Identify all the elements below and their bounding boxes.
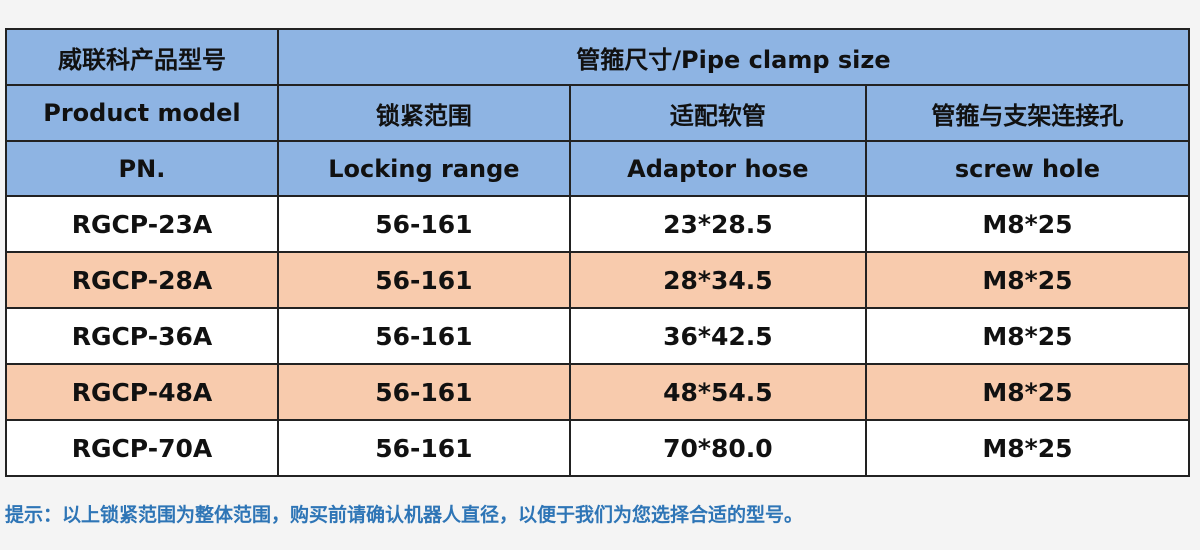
header-locking-range-cn: 锁紧范围 [276,84,571,142]
header-locking-range: Locking range [276,140,571,197]
header-screw-hole-cn: 管箍与支架连接孔 [864,84,1191,142]
cell-locking-range: 56-161 [276,419,571,477]
cell-adaptor-hose: 36*42.5 [568,307,867,365]
cell-pn: RGCP-48A [5,363,279,421]
header-adaptor-hose-cn: 适配软管 [568,84,867,142]
table-row: RGCP-48A 56-161 48*54.5 M8*25 [5,363,1191,421]
cell-locking-range: 56-161 [276,307,571,365]
footnote-tip: 提示：以上锁紧范围为整体范围，购买前请确认机器人直径，以便于我们为您选择合适的型… [5,504,804,526]
header-row-en: PN. Locking range Adaptor hose screw hol… [5,140,1191,197]
cell-pn: RGCP-28A [5,251,279,309]
cell-pn: RGCP-23A [5,195,279,253]
cell-adaptor-hose: 70*80.0 [568,419,867,477]
header-pn: PN. [5,140,279,197]
cell-screw-hole: M8*25 [864,251,1191,309]
cell-pn: RGCP-36A [5,307,279,365]
table-row: RGCP-36A 56-161 36*42.5 M8*25 [5,307,1191,365]
cell-screw-hole: M8*25 [864,419,1191,477]
header-product-model: Product model [5,84,279,142]
cell-locking-range: 56-161 [276,195,571,253]
header-pipe-clamp-size: 管箍尺寸/Pipe clamp size [276,28,1191,86]
header-screw-hole: screw hole [864,140,1191,197]
pipe-clamp-spec-table: 威联科产品型号 管箍尺寸/Pipe clamp size Product mod… [5,28,1191,477]
cell-adaptor-hose: 23*28.5 [568,195,867,253]
cell-locking-range: 56-161 [276,363,571,421]
table-row: RGCP-23A 56-161 23*28.5 M8*25 [5,195,1191,253]
table-row: RGCP-28A 56-161 28*34.5 M8*25 [5,251,1191,309]
header-model-cn: 威联科产品型号 [5,28,279,86]
cell-screw-hole: M8*25 [864,195,1191,253]
cell-screw-hole: M8*25 [864,363,1191,421]
header-row-title: 威联科产品型号 管箍尺寸/Pipe clamp size [5,28,1191,86]
table-row: RGCP-70A 56-161 70*80.0 M8*25 [5,419,1191,477]
header-adaptor-hose: Adaptor hose [568,140,867,197]
cell-adaptor-hose: 28*34.5 [568,251,867,309]
cell-locking-range: 56-161 [276,251,571,309]
cell-adaptor-hose: 48*54.5 [568,363,867,421]
cell-screw-hole: M8*25 [864,307,1191,365]
header-row-cn: Product model 锁紧范围 适配软管 管箍与支架连接孔 [5,84,1191,142]
cell-pn: RGCP-70A [5,419,279,477]
